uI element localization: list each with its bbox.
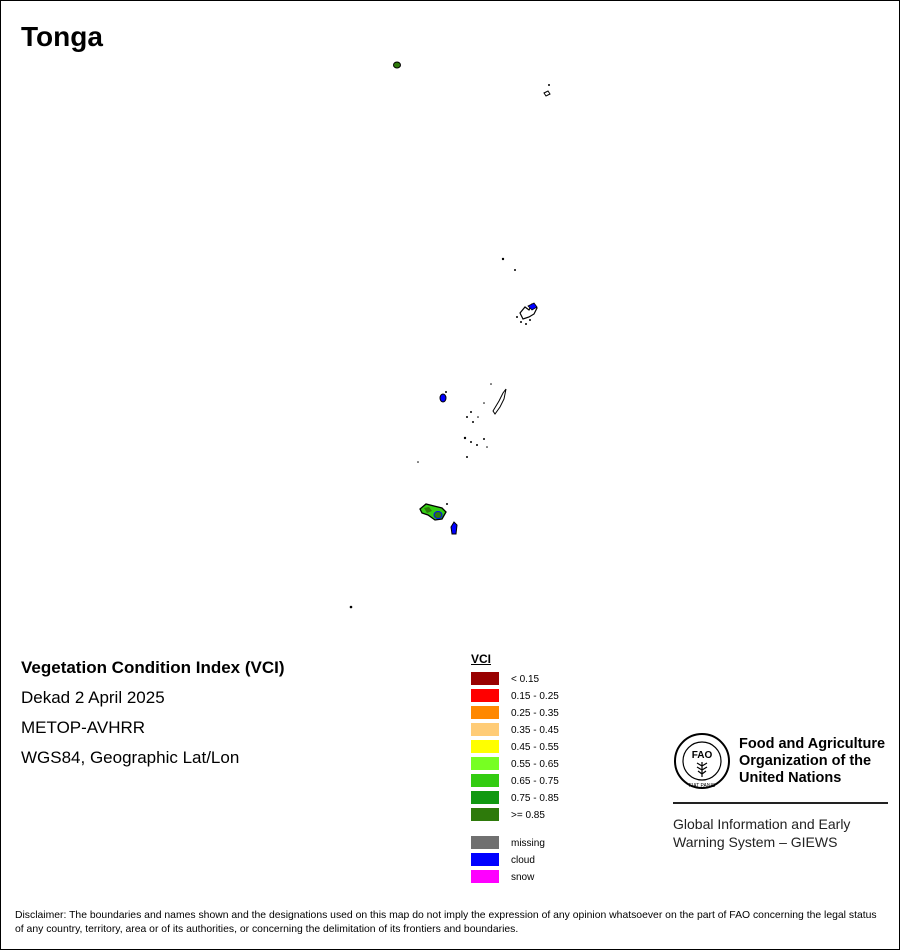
- legend-label: 0.35 - 0.45: [511, 725, 559, 736]
- island-group-vavau: [516, 302, 538, 325]
- projection-label: WGS84, Geographic Lat/Lon: [21, 748, 240, 767]
- legend-label: 0.25 - 0.35: [511, 708, 559, 719]
- legend-swatch: [471, 706, 499, 719]
- legend-swatch: [471, 723, 499, 736]
- fao-name-line: United Nations: [739, 770, 842, 786]
- legend-label: 0.65 - 0.75: [511, 776, 559, 787]
- giews-line: Global Information and Early: [673, 816, 851, 832]
- island-group-tongatapu: [419, 503, 458, 535]
- giews-name: Global Information and Early Warning Sys…: [673, 815, 850, 851]
- legend-swatch-cloud: [471, 853, 499, 866]
- legend-swatch: [471, 774, 499, 787]
- island-niuafoou: [393, 61, 401, 69]
- legend-label: 0.75 - 0.85: [511, 793, 559, 804]
- island-niuatoputapu: [543, 84, 551, 97]
- legend-swatch-snow: [471, 870, 499, 883]
- legend-label: >= 0.85: [511, 810, 545, 821]
- period-label: Dekad 2 April 2025: [21, 688, 165, 707]
- legend-label: 0.55 - 0.65: [511, 759, 559, 770]
- legend-title: VCI: [471, 652, 492, 666]
- map-title: Tonga: [21, 21, 103, 52]
- island-small-north: [501, 257, 516, 271]
- island-ata: [349, 605, 353, 609]
- legend-swatch: [471, 689, 499, 702]
- legend-swatch: [471, 757, 499, 770]
- svg-text:FAO: FAO: [692, 750, 713, 761]
- legend-swatch: [471, 791, 499, 804]
- legend-label-cloud: cloud: [511, 855, 535, 866]
- legend-swatch: [471, 808, 499, 821]
- giews-line: Warning System – GIEWS: [673, 834, 838, 850]
- island-group-haapai: [417, 383, 507, 463]
- legend-label: < 0.15: [511, 674, 540, 685]
- fao-name: Food and Agriculture Organization of the…: [739, 736, 885, 787]
- legend-label: 0.15 - 0.25: [511, 691, 559, 702]
- legend-swatch: [471, 740, 499, 753]
- legend-label: 0.45 - 0.55: [511, 742, 559, 753]
- legend-swatch: [471, 672, 499, 685]
- fao-name-line: Food and Agriculture: [739, 736, 886, 752]
- disclaimer-text: Disclaimer: The boundaries and names sho…: [15, 910, 877, 935]
- svg-text:FIAT PANIS: FIAT PANIS: [689, 783, 716, 789]
- sensor-label: METOP-AVHRR: [21, 718, 146, 737]
- legend-label-missing: missing: [511, 838, 545, 849]
- index-name: Vegetation Condition Index (VCI): [21, 658, 285, 677]
- legend-label-snow: snow: [511, 872, 535, 883]
- map-canvas: [349, 61, 551, 609]
- fao-emblem-icon: FAO FIAT PANIS: [674, 733, 730, 789]
- fao-name-line: Organization of the: [739, 753, 872, 769]
- logo-divider: [673, 802, 888, 804]
- legend-swatch-missing: [471, 836, 499, 849]
